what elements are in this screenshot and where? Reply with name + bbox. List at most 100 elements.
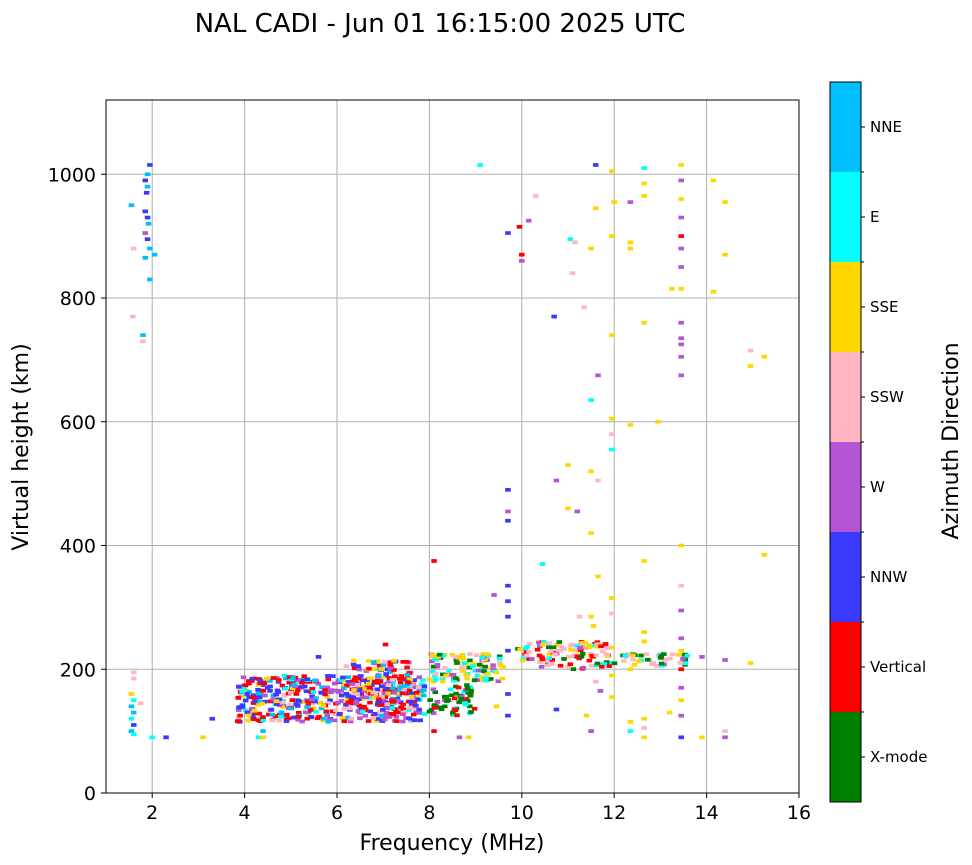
echo-point: [246, 695, 252, 699]
echo-point: [453, 691, 459, 696]
echo-point: [481, 669, 487, 674]
echo-point: [485, 672, 491, 676]
echo-point: [375, 717, 381, 721]
echo-point: [360, 678, 366, 683]
echo-point: [476, 662, 483, 667]
echo-point: [678, 636, 684, 641]
y-tick-label: 400: [60, 536, 96, 558]
echo-point: [142, 209, 149, 214]
echo-point: [684, 653, 691, 658]
echo-point: [142, 255, 149, 260]
echo-point: [270, 693, 277, 698]
echo-point: [362, 687, 368, 691]
echo-point: [465, 699, 471, 703]
echo-point: [282, 686, 289, 691]
echo-point: [460, 656, 466, 661]
echo-point: [496, 656, 503, 661]
echo-point: [359, 709, 366, 714]
echo-point: [480, 652, 486, 657]
echo-point: [400, 702, 406, 707]
echo-point: [447, 687, 454, 692]
echo-point: [427, 698, 433, 702]
echo-point: [661, 652, 667, 656]
echo-point: [418, 689, 425, 694]
echo-point: [473, 653, 480, 658]
echo-point: [267, 699, 274, 704]
echo-point: [283, 676, 289, 681]
echo-point: [325, 674, 331, 678]
echo-point: [678, 234, 684, 238]
echo-point: [309, 694, 315, 699]
echo-point: [540, 642, 546, 647]
echo-point: [274, 702, 280, 706]
echo-point: [638, 653, 644, 658]
echo-point: [479, 655, 485, 660]
echo-point: [456, 700, 462, 705]
echo-point: [387, 660, 393, 665]
echo-point: [329, 709, 336, 714]
echo-point: [655, 419, 661, 424]
echo-point: [416, 707, 422, 712]
echo-point: [341, 719, 348, 724]
echo-point: [388, 665, 395, 669]
echo-point: [236, 684, 242, 689]
echo-point: [505, 648, 511, 653]
echo-point: [387, 663, 394, 667]
echo-point: [592, 206, 599, 211]
echo-point: [678, 246, 684, 251]
colorbar-label: SSW: [870, 388, 904, 406]
echo-point: [678, 543, 684, 548]
echo-point: [278, 710, 285, 715]
echo-point: [391, 668, 397, 672]
echo-point: [328, 688, 335, 693]
echo-point: [468, 710, 474, 714]
echo-point: [305, 700, 311, 704]
echo-point: [373, 719, 380, 723]
echo-point: [377, 679, 384, 684]
echo-point: [147, 277, 153, 282]
echo-point: [421, 684, 428, 689]
echo-point: [427, 677, 433, 682]
echo-point: [276, 678, 282, 682]
echo-point: [130, 710, 137, 715]
echo-point: [407, 677, 414, 682]
echo-point: [345, 694, 352, 698]
x-tick-label: 10: [510, 802, 534, 824]
echo-point: [350, 662, 357, 667]
echo-point: [588, 398, 594, 402]
colorbar-segment: [830, 532, 861, 622]
echo-point: [377, 703, 383, 708]
echo-point: [145, 221, 152, 226]
echo-point: [403, 659, 410, 664]
echo-point: [273, 692, 280, 697]
echo-point: [432, 690, 439, 694]
echo-point: [446, 668, 452, 673]
echo-point: [281, 693, 288, 698]
echo-point: [420, 678, 426, 683]
echo-point: [437, 705, 443, 710]
echo-point: [370, 690, 376, 695]
echo-point: [611, 200, 617, 204]
echo-point: [627, 667, 634, 672]
echo-point: [710, 289, 717, 294]
echo-point: [385, 683, 392, 687]
echo-point: [678, 286, 684, 291]
echo-point: [377, 710, 383, 715]
echo-point: [255, 702, 261, 707]
echo-point: [371, 695, 377, 700]
echo-point: [365, 719, 372, 723]
echo-point: [259, 701, 265, 706]
echo-point: [291, 715, 297, 720]
echo-point: [370, 716, 377, 720]
echo-point: [462, 701, 468, 705]
echo-point: [519, 259, 525, 263]
echo-point: [384, 705, 391, 710]
echo-point: [130, 732, 137, 737]
echo-point: [293, 692, 300, 696]
echo-point: [602, 642, 609, 646]
echo-point: [393, 687, 399, 692]
colorbar-label: NNE: [870, 118, 902, 136]
echo-point: [356, 667, 363, 672]
echo-point: [601, 662, 608, 666]
